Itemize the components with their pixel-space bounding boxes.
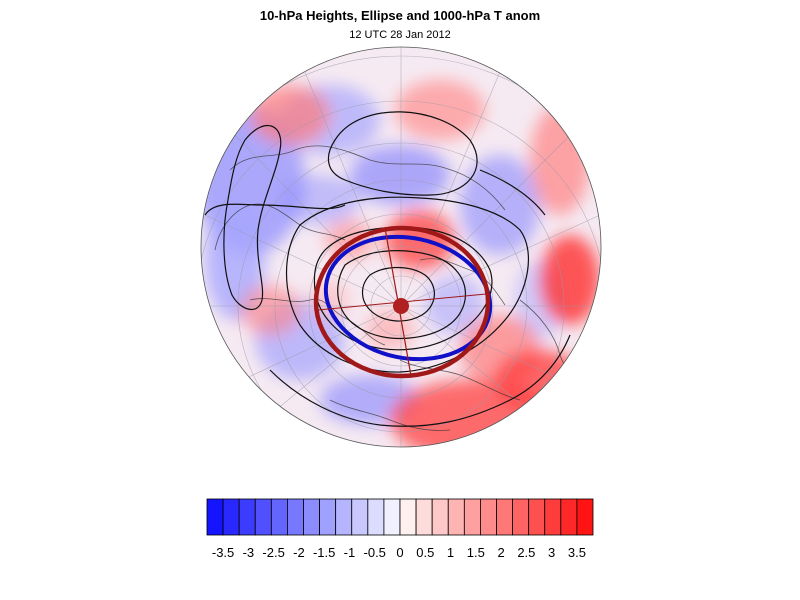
- vortex-contour-blue: [323, 234, 493, 362]
- colorbar-box: [254, 498, 272, 536]
- colorbar-boxes: [206, 498, 594, 536]
- colorbar-box: [512, 498, 530, 536]
- colorbar-box: [287, 498, 304, 536]
- vortex-center-marker: [393, 298, 409, 314]
- colorbar-box: [399, 498, 417, 536]
- colorbar-tick-label: 2.5: [517, 545, 535, 560]
- colorbar-tick-label: -2: [293, 545, 305, 560]
- colorbar-box: [576, 498, 594, 536]
- colorbar-box: [351, 498, 369, 536]
- colorbar-box: [335, 498, 353, 536]
- colorbar-box: [270, 498, 288, 536]
- colorbar-tick-label: 0.5: [416, 545, 434, 560]
- colorbar-box: [303, 498, 320, 536]
- colorbar-tick-label: 1: [447, 545, 454, 560]
- page-subtitle: 12 UTC 28 Jan 2012: [349, 29, 451, 41]
- colorbar-box: [206, 498, 224, 536]
- colorbar-tick-label: -3: [243, 545, 255, 560]
- anomaly-field: [201, 47, 601, 447]
- graticule: [201, 47, 601, 447]
- colorbar-tick-label: -3.5: [212, 545, 234, 560]
- colorbar-box: [496, 498, 513, 536]
- colorbar-box: [383, 498, 401, 536]
- colorbar-tick-label: 3.5: [568, 545, 586, 560]
- height-contours: [204, 111, 571, 427]
- colorbar-tick-label: -1: [344, 545, 356, 560]
- colorbar-tick-label: -0.5: [364, 545, 386, 560]
- colorbar-box: [367, 498, 385, 536]
- colorbar-box: [238, 498, 256, 536]
- vortex-ellipse-red: [313, 225, 491, 379]
- colorbar-box: [528, 498, 546, 536]
- colorbar-box: [480, 498, 497, 536]
- colorbar-tick-label: 0: [396, 545, 403, 560]
- page-title: 10-hPa Heights, Ellipse and 1000-hPa T a…: [259, 8, 541, 23]
- colorbar-tick-label: -2.5: [262, 545, 284, 560]
- colorbar-tick-label: 3: [548, 545, 555, 560]
- colorbar-box: [560, 498, 578, 536]
- colorbar-ticks: -3.5 -3 -2.5 -2 -1.5 -1 -0.5 0 0.5 1 1.5 2 2.5 3 3.5: [212, 545, 586, 560]
- colorbar-box: [544, 498, 562, 536]
- colorbar-box: [447, 498, 465, 536]
- colorbar-tick-label: 2: [497, 545, 504, 560]
- colorbar-box: [463, 498, 481, 536]
- colorbar-tick-label: -1.5: [313, 545, 335, 560]
- colorbar-tick-label: 1.5: [467, 545, 485, 560]
- colorbar-box: [431, 498, 449, 536]
- colorbar-box: [319, 498, 337, 536]
- colorbar-box: [415, 498, 433, 536]
- colorbar-box: [222, 498, 240, 536]
- globe-outline: [200, 46, 602, 448]
